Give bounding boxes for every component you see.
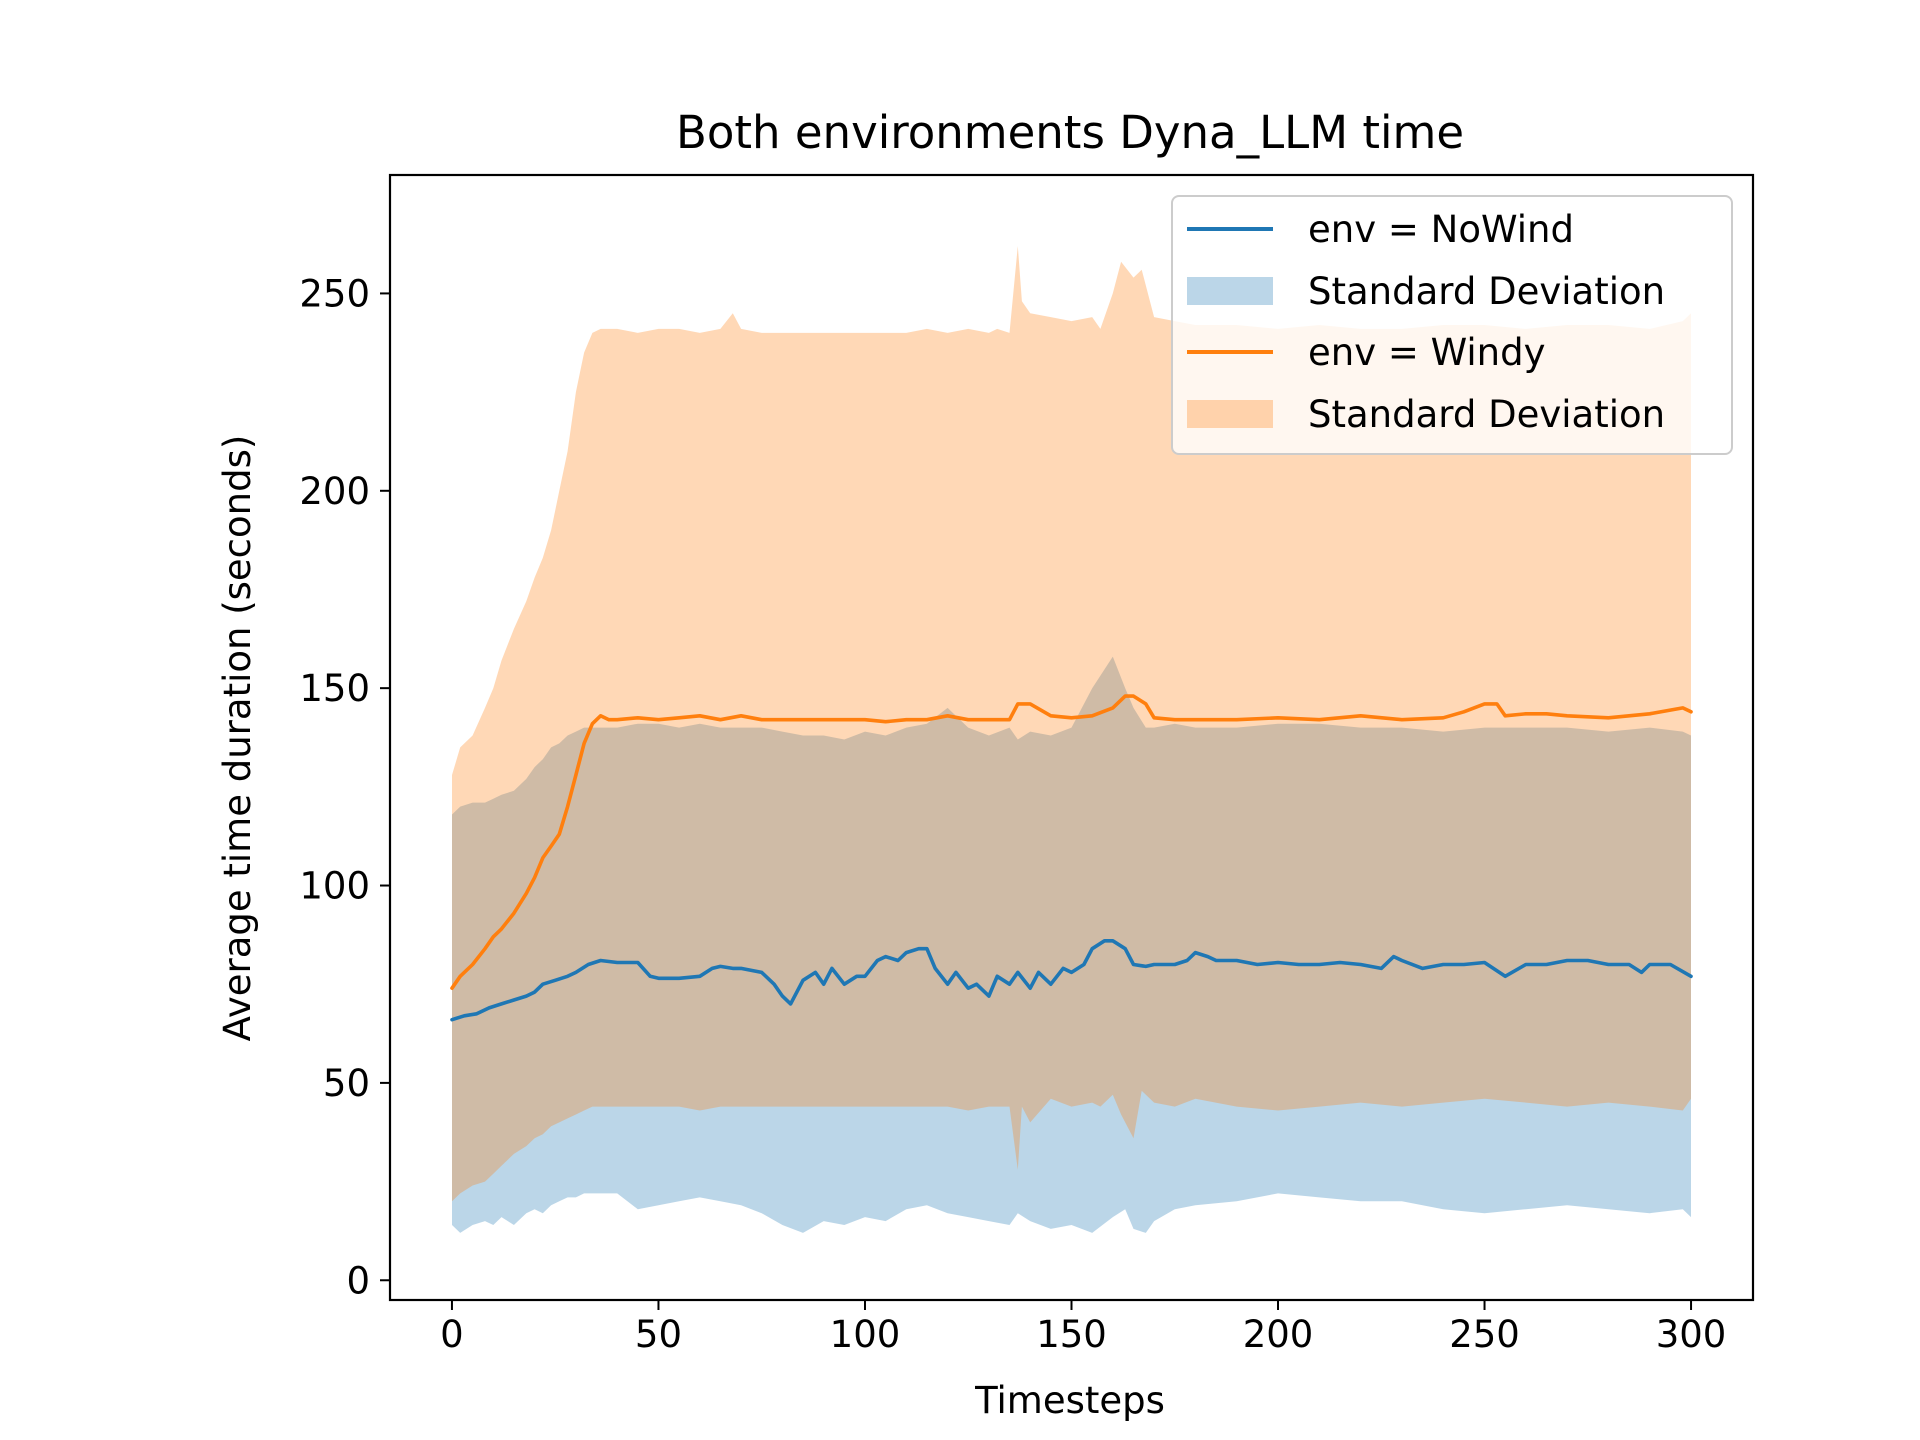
x-tick-label: 300 bbox=[1656, 1313, 1727, 1356]
y-tick-label: 50 bbox=[323, 1062, 370, 1105]
x-tick-label: 0 bbox=[440, 1313, 464, 1356]
y-tick-label: 150 bbox=[299, 667, 370, 710]
legend-marker-nowind-band bbox=[1187, 277, 1273, 305]
legend: env = NoWind Standard Deviation env = Wi… bbox=[1171, 195, 1733, 455]
x-tick-label: 200 bbox=[1243, 1313, 1314, 1356]
x-axis-ticks: 0 50 100 150 200 250 300 bbox=[440, 1300, 1726, 1356]
legend-label-nowind-std: Standard Deviation bbox=[1308, 270, 1665, 313]
x-tick-label: 50 bbox=[635, 1313, 682, 1356]
y-tick-label: 250 bbox=[299, 272, 370, 315]
y-axis-title: Average time duration (seconds) bbox=[216, 435, 259, 1042]
legend-marker-windy-band bbox=[1187, 400, 1273, 428]
series-lines bbox=[450, 694, 1693, 1022]
legend-label-windy-std: Standard Deviation bbox=[1308, 393, 1665, 436]
y-tick-label: 100 bbox=[299, 865, 370, 908]
series-line-nowind bbox=[450, 938, 1693, 1022]
legend-label-windy: env = Windy bbox=[1308, 331, 1546, 374]
y-axis-ticks: 0 50 100 150 200 250 bbox=[299, 272, 390, 1302]
x-axis-title: Timesteps bbox=[974, 1379, 1165, 1422]
std-band-nowind bbox=[452, 656, 1691, 1233]
legend-label-nowind: env = NoWind bbox=[1308, 208, 1574, 251]
x-tick-label: 250 bbox=[1449, 1313, 1520, 1356]
series-line-windy bbox=[450, 694, 1693, 991]
y-tick-label: 0 bbox=[346, 1259, 370, 1302]
x-tick-label: 100 bbox=[830, 1313, 901, 1356]
x-tick-label: 150 bbox=[1036, 1313, 1107, 1356]
y-tick-label: 200 bbox=[299, 470, 370, 513]
std-band-windy bbox=[452, 246, 1691, 1202]
legend-box bbox=[1171, 195, 1733, 455]
std-bands bbox=[452, 246, 1691, 1233]
chart-title: Both environments Dyna_LLM time bbox=[676, 106, 1464, 159]
